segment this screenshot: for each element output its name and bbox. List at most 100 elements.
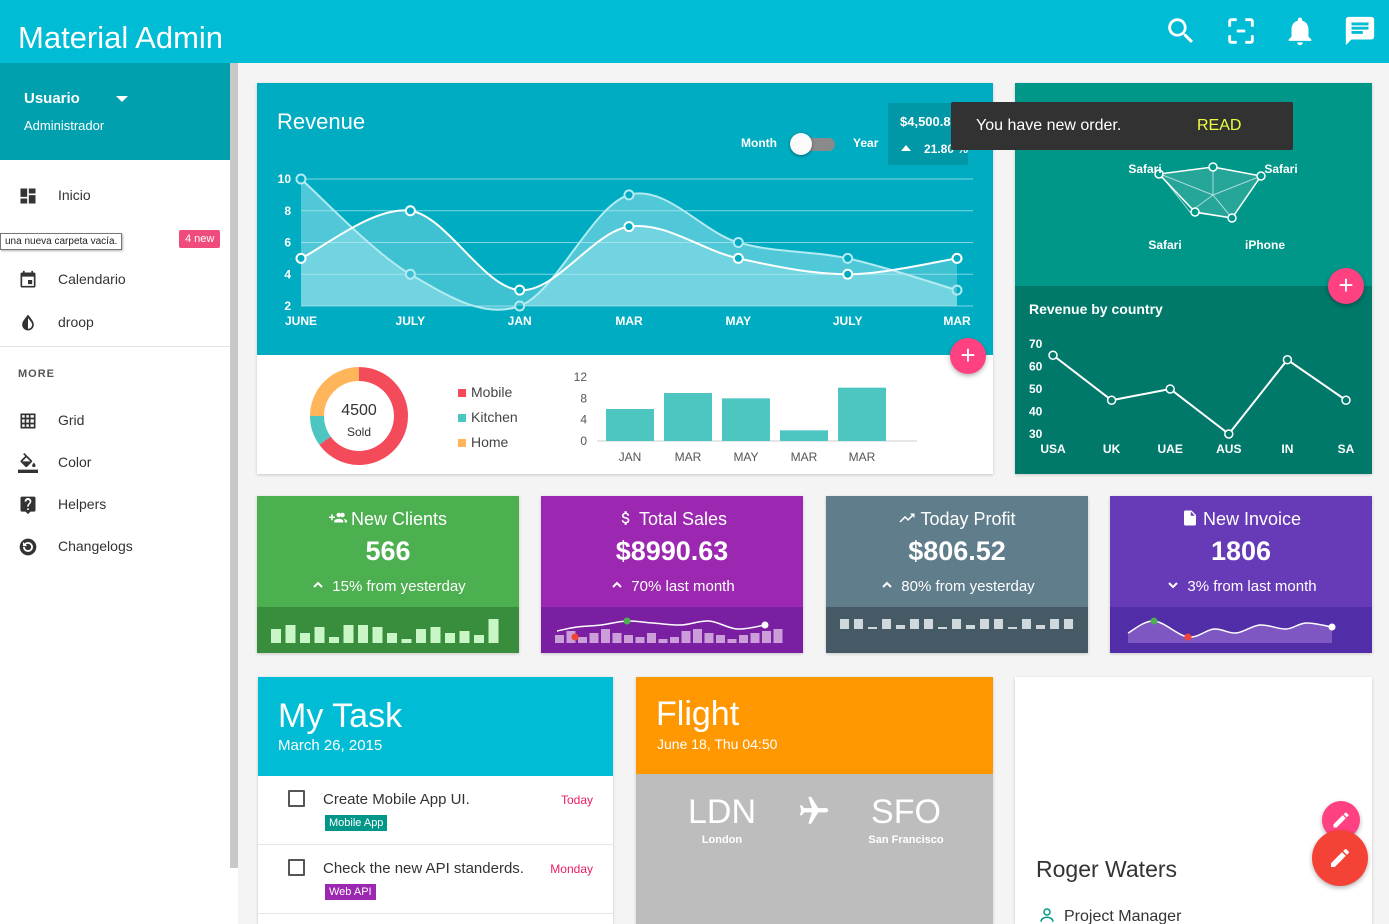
edit-fab-button[interactable] (1312, 830, 1368, 886)
search-icon[interactable] (1164, 14, 1198, 48)
browser-radar-chart: Safari Safari Safari iPhone (1128, 162, 1297, 252)
x-tick-label: MAR (615, 314, 643, 328)
sparkline-bar (612, 633, 622, 643)
sidebar-item-calendario[interactable]: Calendario (0, 260, 230, 300)
chevron-up-icon (313, 581, 324, 588)
sidebar-scrollbar[interactable] (230, 63, 238, 868)
sparkline-bar (271, 629, 281, 643)
sparkline-line (556, 620, 766, 632)
sparkline-point (1328, 623, 1336, 631)
add-button[interactable]: + (1328, 268, 1364, 304)
sparkline-point (623, 617, 631, 625)
y-tick-label: 8 (284, 204, 291, 218)
sidebar-item-grid[interactable]: Grid (0, 401, 230, 441)
sparkline-point (761, 621, 769, 629)
sparkline-bar (589, 633, 599, 643)
radar-label: iPhone (1245, 238, 1285, 252)
radar-axis (1212, 194, 1233, 219)
sidebar-item-inicio[interactable]: Inicio (0, 176, 230, 216)
sparkline-bar (762, 631, 771, 643)
sparkline-background (541, 607, 803, 653)
chevron-down-icon[interactable] (116, 96, 128, 102)
add-button[interactable]: + (950, 338, 986, 374)
sparkline-bar (372, 627, 383, 643)
sidebar-item-helpers[interactable]: Helpers (0, 485, 230, 525)
profile-role: Project Manager (1064, 908, 1182, 924)
sidebar-item-droop[interactable]: droop (0, 303, 230, 343)
radar-axis (1212, 175, 1262, 196)
sparkline-bar (300, 633, 310, 643)
airplane-icon (799, 796, 829, 824)
sidebar-profile[interactable]: Usuario Administrador (0, 63, 230, 160)
sparkline-bar (868, 627, 877, 629)
y-tick-label: 4 (580, 413, 587, 427)
sparkline-bar (1022, 619, 1031, 629)
y-tick-label: 60 (1029, 360, 1043, 374)
read-button[interactable]: READ (1197, 117, 1242, 134)
sidebar-item-color[interactable]: Color (0, 443, 230, 483)
task-checkbox[interactable] (288, 790, 305, 807)
country-line (1052, 354, 1347, 436)
bar (722, 398, 770, 441)
legend-label: Mobile (471, 384, 513, 400)
fullscreen-icon[interactable] (1224, 14, 1258, 48)
flight-header: Flight June 18, Thu 04:50 (636, 677, 993, 774)
sparkline-bar (1036, 625, 1045, 629)
donut-slice (319, 367, 408, 465)
series-area (301, 179, 957, 310)
group-add-icon (328, 511, 347, 531)
sparkline-bar (716, 635, 725, 643)
stat-value: $8990.63 (615, 536, 729, 566)
x-tick-label: UK (1103, 442, 1121, 456)
donut-label: Sold (347, 425, 371, 439)
legend-item: Home (458, 434, 508, 450)
sparkline-bar (704, 633, 714, 643)
document-icon (1181, 510, 1199, 531)
sparkline-bar (854, 619, 863, 629)
task-tag: Mobile App (325, 815, 388, 831)
task-header: My Task March 26, 2015 (258, 677, 613, 776)
x-tick-label: JAN (619, 450, 642, 464)
task-text: Create Mobile App UI. (323, 791, 470, 808)
stat-title: Today Profit (826, 509, 1088, 532)
x-tick-label: AUS (1216, 442, 1241, 456)
task-checkbox[interactable] (288, 859, 305, 876)
calendar-icon (18, 270, 38, 290)
period-toggle-knob[interactable] (790, 133, 812, 155)
x-tick-label: MAR (791, 450, 818, 464)
stat-sparkline (541, 607, 803, 653)
sparkline-bar (647, 633, 656, 643)
sidebar-divider (0, 346, 230, 347)
x-tick-label: USA (1040, 442, 1066, 456)
sidebar: Usuario Administrador Inicio una nueva c… (0, 63, 238, 924)
sparkline-bar (994, 619, 1003, 629)
task-title: My Task (278, 697, 403, 735)
legend-swatch (458, 414, 466, 422)
data-point (1282, 355, 1293, 365)
top-bar: Material Admin (0, 0, 1389, 63)
sidebar-section-title: MORE (18, 368, 55, 380)
bell-icon[interactable] (1283, 14, 1317, 48)
stat-value: 1806 (1210, 536, 1272, 566)
stat-subtitle: 70% last month (541, 577, 803, 595)
toggle-label-year: Year (853, 136, 879, 150)
stat-card-new-clients: New Clients 566 15% from yesterday (257, 496, 519, 653)
sidebar-item-changelogs[interactable]: Changelogs (0, 527, 230, 567)
radar-point (1154, 169, 1164, 179)
y-tick-label: 6 (284, 236, 291, 250)
stat-sparkline (257, 607, 519, 653)
sparkline-point (1184, 633, 1192, 641)
sparkline-bar (952, 619, 961, 629)
sparkline-bar (980, 619, 989, 629)
data-point (404, 205, 416, 217)
revenue-stat-value: $4,500.8 (900, 114, 951, 129)
task-due: Monday (550, 862, 593, 876)
sparkline-bar (840, 619, 849, 629)
origin-code: LDN (687, 793, 757, 831)
chat-icon[interactable] (1343, 14, 1377, 48)
brand-title[interactable]: Material Admin (18, 20, 224, 55)
radar-series (1157, 166, 1263, 219)
new-badge: 4 new (179, 230, 221, 248)
sparkline-bar (488, 619, 499, 643)
radar-axis (1159, 173, 1214, 196)
